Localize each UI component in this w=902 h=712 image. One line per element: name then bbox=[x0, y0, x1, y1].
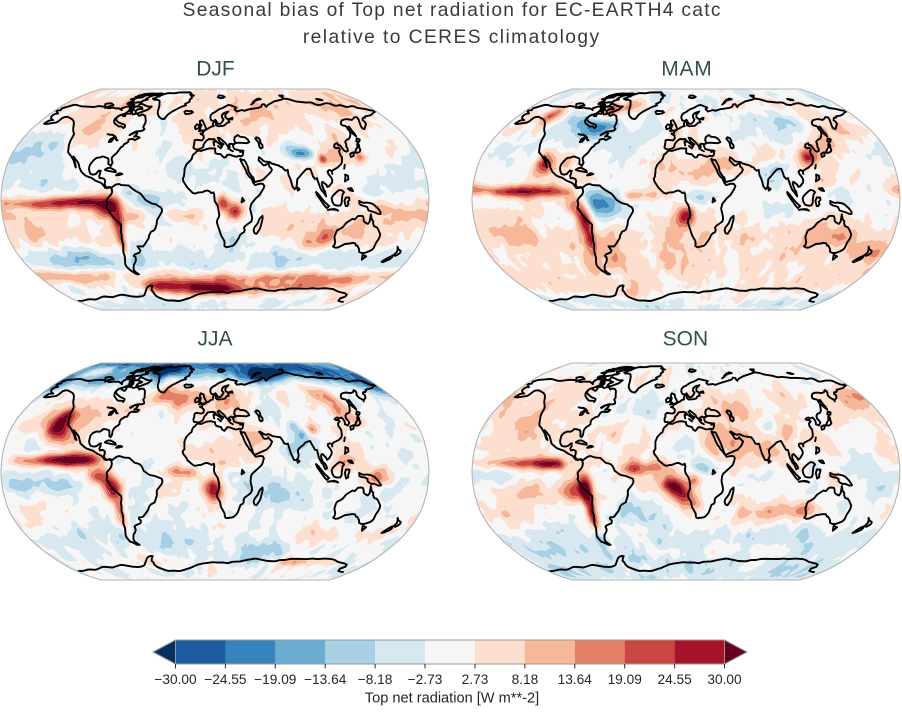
svg-text:−8.18: −8.18 bbox=[358, 672, 393, 687]
svg-text:DJF: DJF bbox=[196, 58, 235, 81]
svg-text:−2.73: −2.73 bbox=[408, 672, 443, 687]
svg-text:8.18: 8.18 bbox=[512, 672, 539, 687]
svg-text:JJA: JJA bbox=[197, 328, 232, 351]
svg-text:Top net radiation [W m**-2]: Top net radiation [W m**-2] bbox=[365, 690, 539, 706]
svg-text:24.55: 24.55 bbox=[657, 672, 692, 687]
svg-text:MAM: MAM bbox=[661, 58, 712, 81]
svg-text:19.09: 19.09 bbox=[608, 672, 642, 687]
svg-text:30.00: 30.00 bbox=[707, 672, 742, 687]
svg-text:−19.09: −19.09 bbox=[254, 672, 296, 687]
svg-text:relative to CERES climatology: relative to CERES climatology bbox=[303, 27, 601, 48]
svg-text:−30.00: −30.00 bbox=[154, 672, 197, 687]
svg-text:−24.55: −24.55 bbox=[204, 672, 247, 687]
svg-text:2.73: 2.73 bbox=[462, 672, 489, 687]
svg-text:SON: SON bbox=[663, 328, 709, 351]
svg-text:Seasonal bias of Top net radia: Seasonal bias of Top net radiation for E… bbox=[183, 0, 722, 21]
svg-text:−13.64: −13.64 bbox=[304, 672, 347, 687]
svg-text:13.64: 13.64 bbox=[558, 672, 593, 687]
